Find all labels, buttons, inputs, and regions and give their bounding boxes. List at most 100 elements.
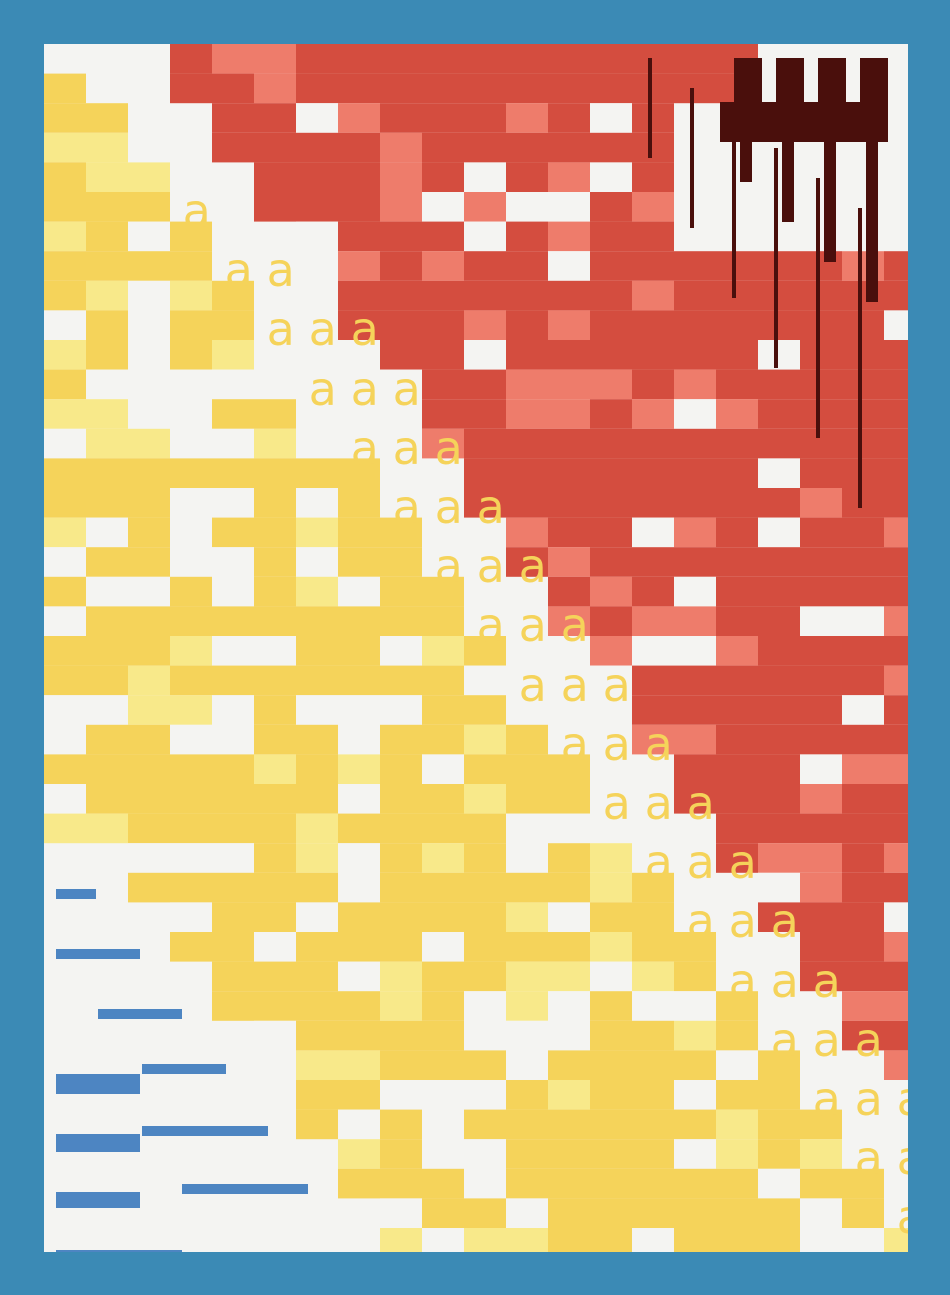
pixel-cell [800, 369, 842, 400]
pixel-cell [296, 695, 338, 725]
pixel-cell [212, 606, 254, 636]
pixel-cell [716, 488, 758, 518]
pixel-cell [212, 103, 254, 133]
pixel-cell [590, 488, 632, 518]
pixel-cell [590, 576, 632, 607]
pixel-cell [296, 399, 338, 429]
pixel-cell [800, 340, 842, 370]
pixel-cell [254, 1020, 296, 1051]
pixel-cell [380, 340, 422, 370]
pixel-cell [338, 488, 380, 518]
pixel-cell [338, 784, 380, 814]
pixel-cell [296, 192, 338, 222]
pixel-cell [506, 1080, 548, 1110]
pixel-cell [884, 251, 908, 281]
pixel-cell [380, 1020, 422, 1051]
pixel-cell [842, 843, 884, 873]
pixel-cell [842, 606, 884, 636]
pixel-cell [422, 606, 464, 636]
pixel-cell [800, 458, 842, 488]
pixel-cell [44, 280, 86, 311]
pixel-cell [128, 636, 170, 666]
pixel-cell [842, 636, 884, 666]
pixel-cell [632, 547, 674, 577]
pixel-cell [842, 961, 884, 992]
pixel-cell [548, 458, 590, 488]
pixel-cell [254, 932, 296, 962]
pixel-cell [506, 221, 548, 252]
blue-bar [56, 949, 140, 959]
pixel-cell [464, 754, 506, 784]
pixel-cell [674, 1020, 716, 1051]
pixel-cell [44, 784, 86, 814]
pixel-cell [674, 251, 716, 281]
pixel-cell [716, 695, 758, 725]
pixel-cell [380, 991, 422, 1021]
pixel-cell [254, 517, 296, 548]
pixel-cell [380, 606, 422, 636]
pixel-cell [548, 1020, 590, 1051]
pixel-cell [338, 724, 380, 755]
pixel-cell [44, 458, 86, 488]
pixel-cell [590, 73, 632, 104]
pixel-cell [632, 103, 674, 133]
pixel-cell [254, 784, 296, 814]
pixel-cell [506, 932, 548, 962]
pixel-cell [800, 932, 842, 962]
pixel-cell [632, 251, 674, 281]
pixel-cell [590, 813, 632, 844]
pixel-cell [44, 73, 86, 104]
pixel-cell [128, 606, 170, 636]
pixel-cell [842, 576, 884, 607]
blue-bar [56, 1134, 140, 1152]
pixel-cell [338, 1109, 380, 1140]
pixel-cell [674, 665, 716, 696]
pixel-cell [548, 369, 590, 400]
pixel-cell [338, 991, 380, 1021]
pixel-cell [86, 132, 128, 163]
pixel-cell [632, 724, 674, 755]
pixel-cell [254, 636, 296, 666]
pixel-cell [716, 1168, 758, 1199]
pixel-cell [464, 1109, 506, 1140]
pixel-cell [170, 428, 212, 459]
pixel-cell [254, 813, 296, 844]
pixel-cell [842, 902, 884, 932]
pixel-cell [212, 517, 254, 548]
maroon-block [846, 102, 888, 142]
pixel-cell [296, 606, 338, 636]
pixel-cell [674, 576, 716, 607]
pixel-cell [128, 428, 170, 459]
pixel-cell [212, 724, 254, 755]
pixel-artwork [44, 44, 908, 1252]
pixel-cell [170, 221, 212, 252]
pixel-cell [128, 488, 170, 518]
pixel-cell [170, 547, 212, 577]
pixel-cell [758, 902, 800, 932]
pixel-cell [590, 1050, 632, 1080]
pixel-cell [842, 665, 884, 696]
pixel-cell [842, 340, 884, 370]
pixel-cell [464, 813, 506, 844]
pixel-cell [758, 547, 800, 577]
pixel-cell [632, 458, 674, 488]
pixel-cell [338, 1139, 380, 1169]
pixel-cell [590, 1168, 632, 1199]
pixel-cell [506, 843, 548, 873]
pixel-cell [758, 458, 800, 488]
pixel-cell [884, 665, 908, 696]
pixel-cell [842, 1198, 884, 1228]
pixel-cell [548, 340, 590, 370]
pixel-cell [44, 606, 86, 636]
pixel-cell [464, 103, 506, 133]
pixel-cell [590, 636, 632, 666]
pixel-cell [338, 221, 380, 252]
pixel-cell [86, 813, 128, 844]
pixel-cell [548, 399, 590, 429]
pixel-cell [254, 44, 296, 74]
pixel-cell [590, 1139, 632, 1169]
pixel-cell [86, 103, 128, 133]
pixel-cell [632, 576, 674, 607]
pixel-cell [170, 280, 212, 311]
pixel-cell [632, 73, 674, 104]
